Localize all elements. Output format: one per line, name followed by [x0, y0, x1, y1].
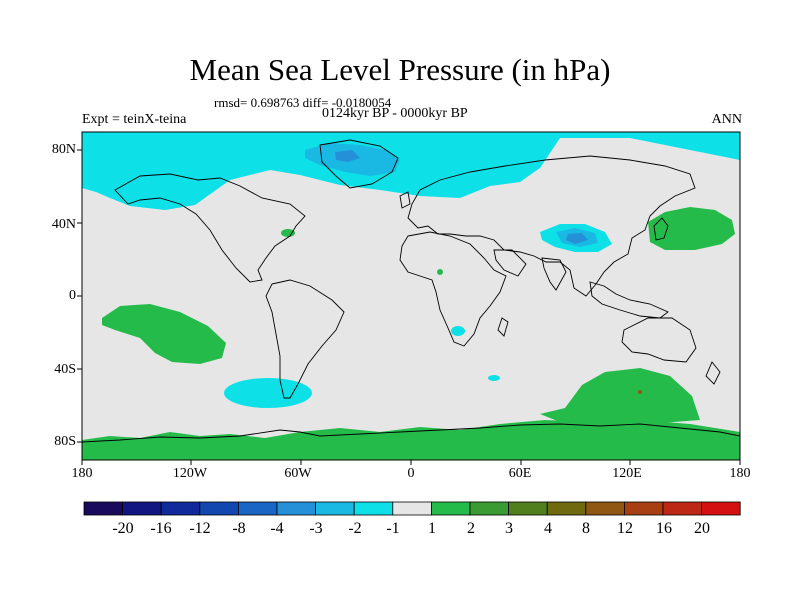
map-title: Mean Sea Level Pressure (in hPa) — [189, 52, 611, 87]
colorbar-swatch — [430, 501, 471, 516]
colorbar-swatch — [469, 501, 509, 516]
anomaly-northwest-pacific — [648, 207, 735, 250]
colorbar-swatch — [199, 501, 239, 516]
lon-label-120e: 120E — [612, 466, 642, 481]
anomaly-southern-africa — [451, 326, 465, 336]
lat-label-40n: 40N — [51, 217, 76, 232]
lon-label-60w: 60W — [284, 466, 312, 481]
coast-australia — [621, 317, 697, 363]
anomaly-west-africa — [437, 269, 443, 275]
lat-label-0: 0 — [69, 288, 76, 303]
colorbar-label: 4 — [544, 520, 552, 537]
colorbar-label: -12 — [189, 520, 211, 537]
colorbar-swatch — [624, 501, 664, 516]
colorbar-label: 8 — [582, 520, 590, 537]
colorbar — [83, 501, 741, 516]
colorbar-swatch — [546, 501, 587, 516]
coast-japan — [653, 217, 669, 241]
coast-greenland — [319, 139, 399, 189]
coast-southeast-asia — [589, 281, 669, 319]
coast-arabia — [493, 249, 527, 277]
colorbar-swatch — [662, 501, 702, 516]
anomaly-southern-ocean — [540, 368, 700, 423]
anomaly-north-america — [281, 229, 295, 237]
stats-text: rmsd= 0.698763 diff= -0.0180054 — [214, 95, 392, 110]
period-text: 0124kyr BP - 0000kyr BP — [322, 106, 468, 121]
season-label: ANN — [711, 112, 742, 127]
colorbar-label: 3 — [505, 520, 513, 537]
anomaly-tibet-center — [566, 233, 588, 244]
lat-label-80n: 80N — [51, 142, 76, 157]
coast-antarctica — [82, 423, 740, 443]
colorbar-label: 2 — [467, 520, 475, 537]
anomaly-peak-dot — [638, 390, 642, 394]
lon-label-120w: 120W — [172, 466, 208, 481]
anomaly-drake-passage — [224, 378, 312, 408]
lon-label-60e: 60E — [508, 466, 532, 481]
coast-africa — [399, 231, 507, 347]
coast-north-america — [114, 173, 306, 283]
anomaly-antarctica — [82, 420, 740, 460]
coast-south-america — [265, 279, 345, 399]
anomaly-greenland-core — [335, 150, 360, 162]
colorbar-label: 16 — [656, 520, 672, 537]
colorbar-swatch — [701, 501, 741, 516]
colorbar-swatch — [160, 501, 201, 516]
colorbar-label: -2 — [348, 520, 362, 537]
lon-label-0: 0 — [407, 466, 415, 481]
colorbar-label: -4 — [270, 520, 284, 537]
colorbar-label: 20 — [694, 520, 710, 537]
coast-uk — [399, 191, 411, 209]
colorbar-swatch — [508, 501, 548, 516]
colorbar-swatch — [585, 501, 625, 516]
map-ticks — [77, 149, 741, 465]
lon-label-180w: 180 — [71, 466, 93, 481]
anomaly-southeast-pacific — [102, 304, 226, 364]
colorbar-label: 1 — [428, 520, 436, 537]
colorbar-swatch — [122, 501, 162, 516]
coast-madagascar — [497, 317, 509, 337]
colorbar-label: -16 — [150, 520, 172, 537]
colorbar-swatch — [276, 501, 316, 516]
colorbar-swatch — [353, 501, 394, 516]
colorbar-label: -1 — [386, 520, 400, 537]
experiment-label: Expt = teinX-teina — [82, 112, 187, 127]
colorbar-label: -8 — [232, 520, 246, 537]
coast-eurasia — [407, 155, 696, 297]
lat-label-40s: 40S — [54, 362, 76, 377]
colorbar-swatch — [237, 501, 278, 516]
coast-new-zealand — [705, 361, 721, 385]
colorbar-swatch — [315, 501, 355, 516]
colorbar-swatch — [83, 501, 123, 516]
lat-label-80s: 80S — [54, 434, 76, 449]
coastlines — [82, 139, 740, 443]
colorbar-label: 12 — [617, 520, 633, 537]
lon-label-180e: 180 — [729, 466, 751, 481]
colorbar-label: -3 — [309, 520, 323, 537]
colorbar-swatch — [392, 501, 432, 516]
anomaly-arctic — [82, 132, 740, 210]
anomaly-indian-ocean — [488, 375, 500, 381]
colorbar-label: -20 — [112, 520, 134, 537]
coast-india — [541, 257, 567, 291]
